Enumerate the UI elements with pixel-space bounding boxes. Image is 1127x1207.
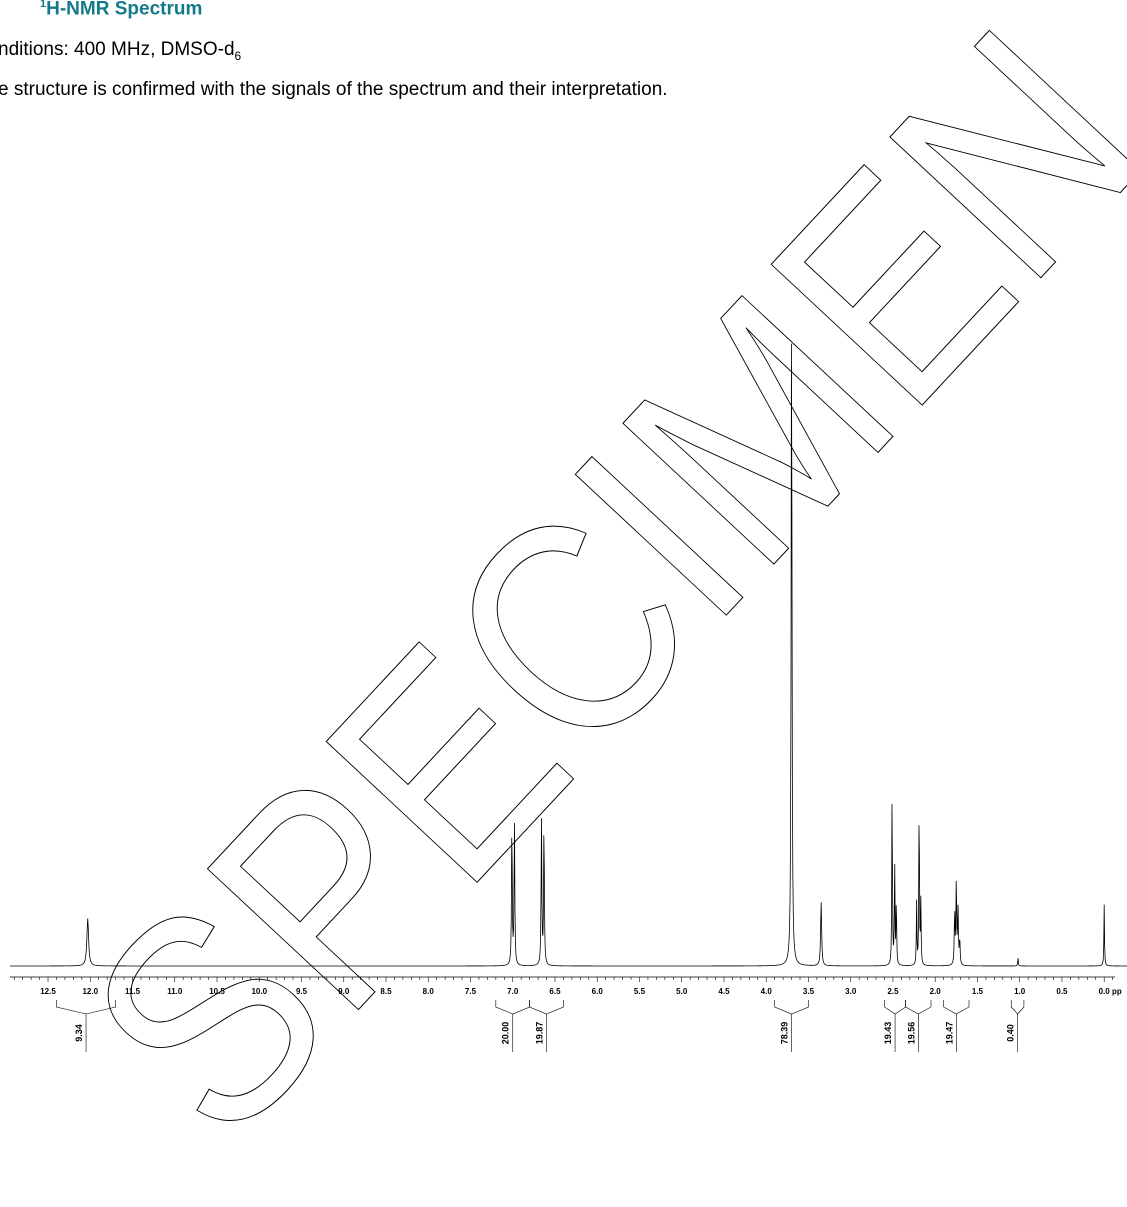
x-tick-label: 10.0 — [251, 987, 267, 996]
integral-label: 0.40 — [1006, 1024, 1016, 1042]
x-tick-label: 8.0 — [423, 987, 435, 996]
x-tick-label: 11.5 — [125, 987, 141, 996]
integral-bracket — [495, 1000, 530, 1015]
x-tick-label: 8.5 — [380, 987, 392, 996]
x-tick-label: 4.0 — [761, 987, 773, 996]
title-superscript: 1 — [40, 0, 47, 10]
x-tick-label: 3.5 — [803, 987, 815, 996]
spectrum-trace — [10, 343, 1127, 967]
integral-bracket — [884, 1000, 906, 1015]
integral-label: 19.56 — [906, 1022, 916, 1045]
watermark-text: SPECIMEN — [26, 0, 1127, 1196]
integral-label: 9.34 — [74, 1024, 84, 1042]
x-tick-label: 2.0 — [930, 987, 942, 996]
integral-bracket — [943, 1000, 970, 1015]
integral-bracket — [774, 1000, 809, 1015]
x-tick-label: 6.0 — [592, 987, 604, 996]
conditions-subscript: 6 — [234, 48, 242, 63]
x-tick-label: 11.0 — [167, 987, 183, 996]
x-axis: 12.5 12.0 11.5 11.0 10.5 10.0 9.5 9.0 8.5 8.0 7.5 7… — [10, 976, 1122, 996]
x-tick-label: 12.5 — [40, 987, 56, 996]
x-tick-label: 9.5 — [296, 987, 308, 996]
title-text: H-NMR Spectrum — [46, 0, 203, 20]
x-tick-label: 4.5 — [718, 987, 730, 996]
x-tick-label: 3.0 — [845, 987, 857, 996]
x-tick-label: 5.5 — [634, 987, 646, 996]
integral-bracket — [1010, 1000, 1025, 1015]
integral-bracket — [529, 1000, 564, 1015]
x-tick-label: 7.5 — [465, 987, 477, 996]
x-tick-label: 9.0 — [338, 987, 350, 996]
x-tick-label: 0.5 — [1056, 987, 1068, 996]
x-tick-label: 7.0 — [507, 987, 519, 996]
conditions-line: nditions: 400 MHz, DMSO-d6 — [0, 39, 241, 63]
x-tick-label: 1.0 — [1014, 987, 1026, 996]
x-tick-label: 10.5 — [209, 987, 225, 996]
x-tick-label: 2.5 — [887, 987, 899, 996]
integral-label: 19.87 — [535, 1022, 545, 1045]
integral-label: 19.43 — [883, 1022, 893, 1045]
page-title: 1H-NMR Spectrum — [40, 0, 202, 20]
integral-label: 78.39 — [780, 1022, 790, 1045]
x-axis-unit: pp — [1112, 987, 1122, 996]
x-tick-label: 6.5 — [549, 987, 561, 996]
x-tick-label: 0.0 — [1099, 987, 1111, 996]
integral-bracket — [905, 1000, 932, 1015]
structure-statement: e structure is confirmed with the signal… — [0, 79, 668, 100]
x-tick-label: 12.0 — [82, 987, 98, 996]
integral-label: 20.00 — [501, 1022, 511, 1045]
conditions-text: nditions: 400 MHz, DMSO-d — [0, 39, 235, 60]
x-tick-label: 5.0 — [676, 987, 688, 996]
specimen-watermark: SPECIMEN — [26, 0, 1127, 1197]
integral-label: 19.47 — [944, 1022, 954, 1045]
x-tick-label: 1.5 — [972, 987, 984, 996]
integral-annotations: 9.34 20.00 19.87 78.39 19.43 19.56 19.47 0.40 — [56, 1000, 1025, 1052]
